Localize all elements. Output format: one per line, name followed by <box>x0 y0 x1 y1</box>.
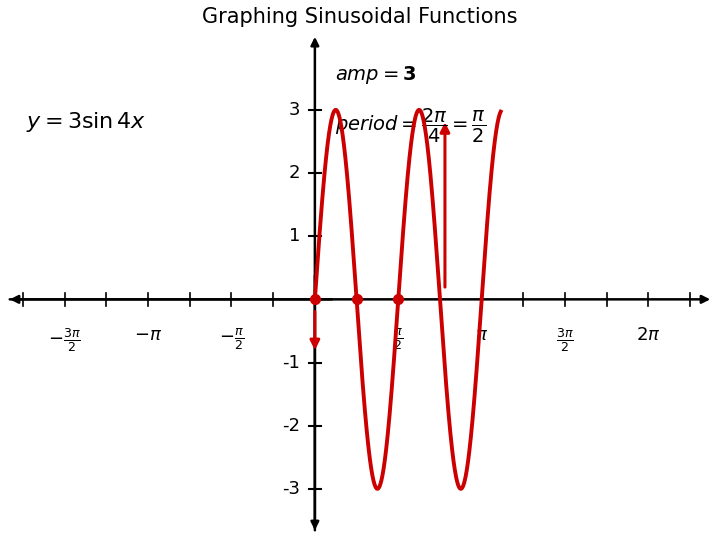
Text: $-\pi$: $-\pi$ <box>134 326 162 344</box>
Text: $2\pi$: $2\pi$ <box>636 326 661 344</box>
Text: $period = \dfrac{2\pi}{4} = \dfrac{\pi}{2}$: $period = \dfrac{2\pi}{4} = \dfrac{\pi}{… <box>335 106 486 145</box>
Text: 1: 1 <box>289 227 300 245</box>
Title: Graphing Sinusoidal Functions: Graphing Sinusoidal Functions <box>202 7 518 27</box>
Text: 3: 3 <box>289 101 300 119</box>
Text: $\pi$: $\pi$ <box>475 326 488 344</box>
Text: $y = 3\sin 4x$: $y = 3\sin 4x$ <box>27 111 147 134</box>
Text: $\frac{\pi}{2}$: $\frac{\pi}{2}$ <box>393 326 403 352</box>
Text: -3: -3 <box>282 480 300 498</box>
Text: $\frac{3\pi}{2}$: $\frac{3\pi}{2}$ <box>556 326 574 354</box>
Text: $amp = \mathbf{3}$: $amp = \mathbf{3}$ <box>335 64 416 86</box>
Text: -1: -1 <box>282 354 300 372</box>
Text: 2: 2 <box>289 164 300 182</box>
Text: $-\frac{\pi}{2}$: $-\frac{\pi}{2}$ <box>219 326 244 352</box>
Text: $-\frac{3\pi}{2}$: $-\frac{3\pi}{2}$ <box>48 326 81 354</box>
Text: -2: -2 <box>282 417 300 435</box>
